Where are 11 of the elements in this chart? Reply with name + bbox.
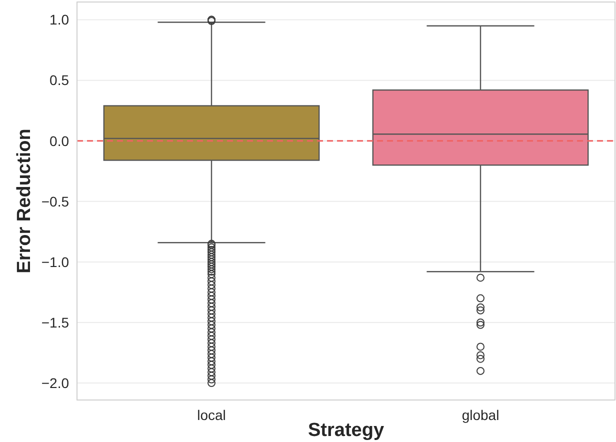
- x-axis-title: Strategy: [308, 420, 384, 441]
- y-tick-label: −2.0: [41, 374, 70, 391]
- x-tick-label: global: [462, 407, 500, 423]
- y-tick-label: −0.5: [41, 193, 70, 210]
- y-tick-label: 0.5: [50, 72, 70, 88]
- y-tick-label: 1.0: [50, 12, 70, 28]
- y-tick-label: 0.0: [50, 132, 70, 149]
- y-tick-label: −1.5: [41, 314, 70, 330]
- y-tick-label: −1.0: [41, 254, 70, 270]
- x-tick-label: local: [197, 407, 226, 423]
- y-axis-title: Error Reduction: [14, 128, 35, 274]
